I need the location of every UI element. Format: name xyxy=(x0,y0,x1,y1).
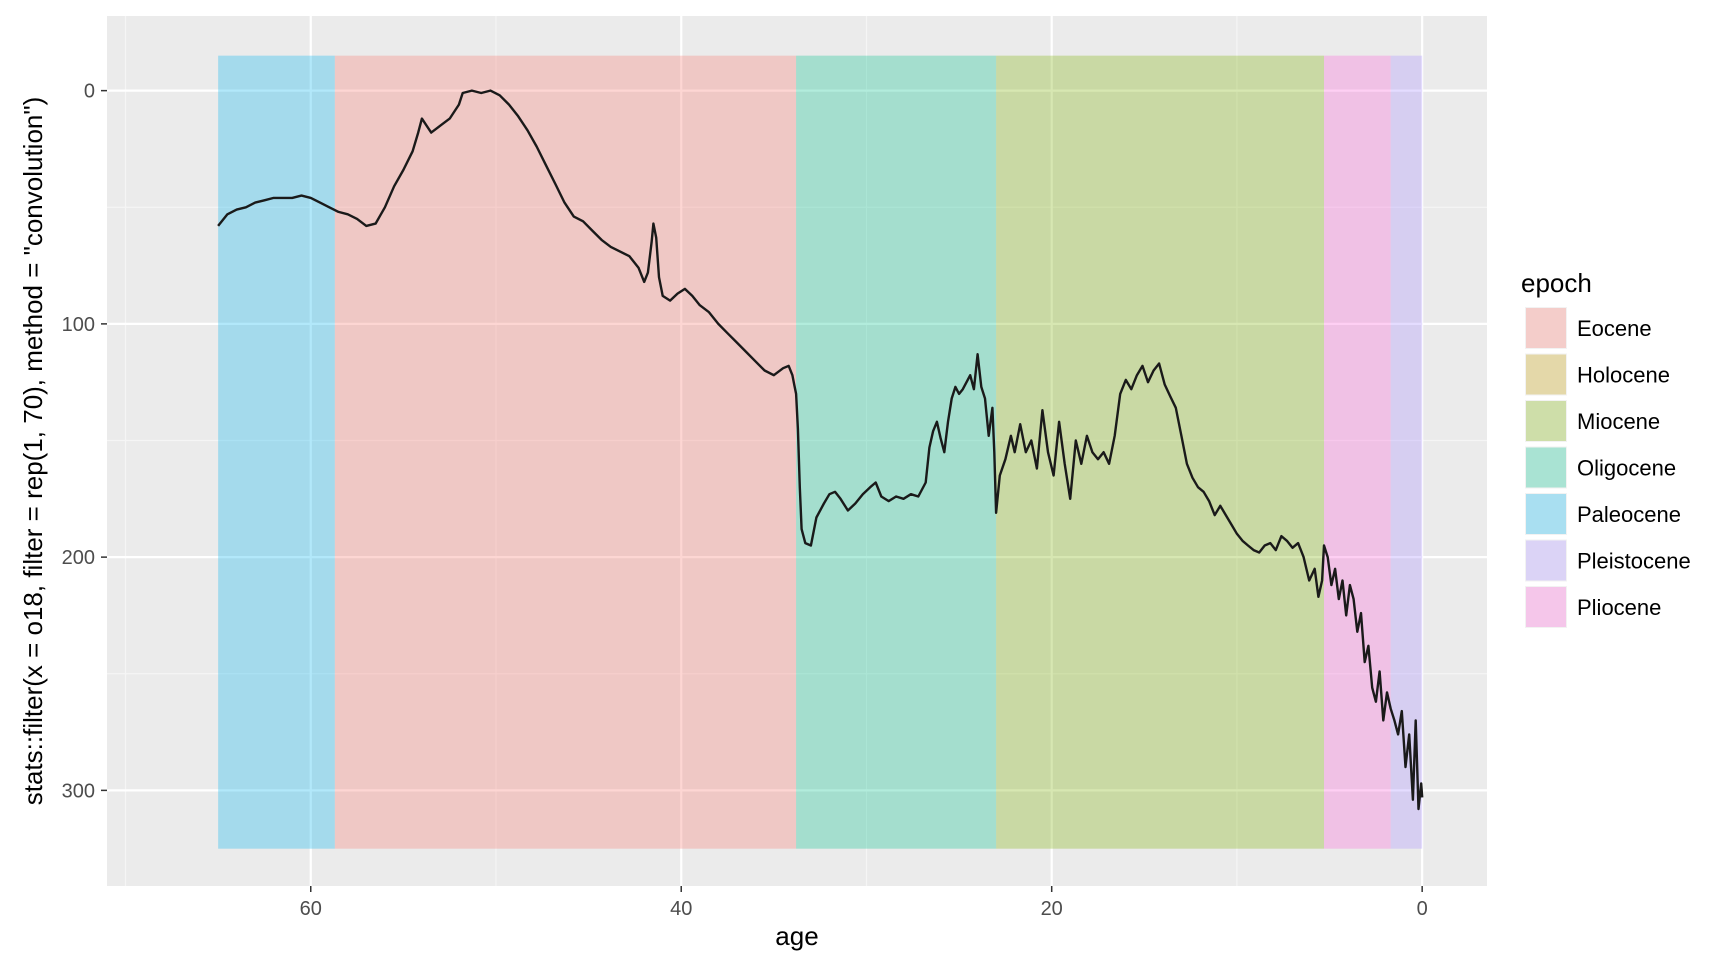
legend-key-bg xyxy=(1525,539,1567,582)
epoch-band-eocene xyxy=(334,55,797,849)
legend-title: epoch xyxy=(1521,268,1592,298)
y-tick-label: 0 xyxy=(84,81,95,103)
legend-swatch-pliocene xyxy=(1526,587,1566,627)
grid-layer xyxy=(107,16,1487,886)
legend-key-bg xyxy=(1525,493,1567,535)
legend-swatch-miocene xyxy=(1526,401,1566,441)
x-tick-label: 20 xyxy=(1041,898,1063,920)
y-axis-label: stats::filter(x = o18, filter = rep(1, 7… xyxy=(18,97,48,806)
legend-label-miocene: Miocene xyxy=(1577,409,1660,434)
legend-swatch-eocene xyxy=(1526,308,1566,348)
plot-panel xyxy=(107,16,1487,886)
y-tick-label: 300 xyxy=(62,780,95,802)
x-axis-label: age xyxy=(775,921,818,951)
y-axis: 0 100 200 300 xyxy=(62,81,107,802)
x-axis: 60 40 20 0 xyxy=(300,886,1428,920)
legend-label-oligocene: Oligocene xyxy=(1577,456,1676,481)
legend-key-bg xyxy=(1525,586,1567,628)
y-tick-label: 200 xyxy=(62,547,95,569)
legend-label-holocene: Holocene xyxy=(1577,363,1670,388)
epoch-bands xyxy=(218,55,1423,849)
x-tick-label: 40 xyxy=(670,898,692,920)
legend-swatch-oligocene xyxy=(1526,447,1566,488)
legend-swatch-paleocene xyxy=(1526,494,1566,534)
epoch-band-oligocene xyxy=(796,55,997,849)
legend-key-bg xyxy=(1525,353,1567,396)
legend-items: Eocene Holocene Miocene Oligocene Paleocene P… xyxy=(1525,307,1691,628)
legend-key-bg xyxy=(1525,307,1567,349)
x-tick-label: 60 xyxy=(300,898,322,920)
epoch-band-pleistocene xyxy=(1390,55,1423,849)
epoch-band-paleocene xyxy=(218,55,335,849)
legend-swatch-holocene xyxy=(1526,354,1566,395)
x-tick-label: 0 xyxy=(1417,898,1428,920)
epoch-band-miocene xyxy=(996,55,1324,849)
legend-label-eocene: Eocene xyxy=(1577,316,1652,341)
series-layer xyxy=(217,89,1424,811)
legend-swatch-pleistocene xyxy=(1526,540,1566,581)
legend-label-pleistocene: Pleistocene xyxy=(1577,549,1691,574)
legend-key-bg xyxy=(1525,446,1567,489)
epoch-band-pliocene xyxy=(1323,55,1391,849)
y-tick-label: 100 xyxy=(62,314,95,336)
legend-label-pliocene: Pliocene xyxy=(1577,595,1661,620)
legend-label-paleocene: Paleocene xyxy=(1577,502,1681,527)
series-line-0 xyxy=(217,89,1424,811)
legend: epoch Eocene Holocene Miocene Oligocene Pale… xyxy=(1521,268,1691,628)
legend-key-bg xyxy=(1525,400,1567,442)
